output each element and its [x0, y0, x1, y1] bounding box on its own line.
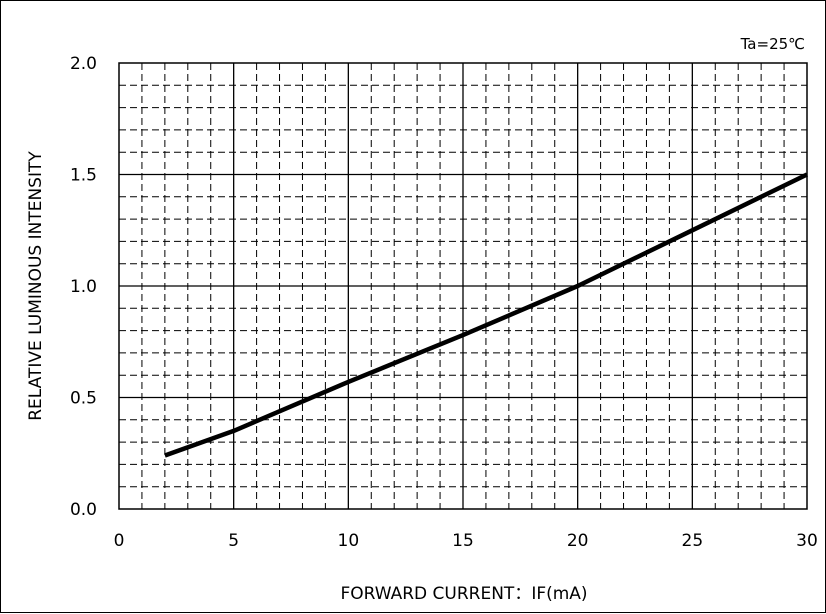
y-tick-labels: 0.0 0.5 1.0 1.5 2.0: [70, 54, 97, 520]
series-line: [164, 172, 808, 458]
y-axis-label: RELATIVE LUMINOUS INTENSITY: [26, 151, 46, 421]
y-tick-label: 0.5: [70, 389, 97, 409]
x-tick-label: 25: [682, 531, 704, 551]
x-axis-label: FORWARD CURRENT：IF(mA): [340, 584, 587, 604]
x-tick-label: 5: [228, 531, 239, 551]
y-tick-label: 1.0: [70, 277, 97, 297]
x-tick-label: 0: [114, 531, 125, 551]
plot-border: [118, 62, 808, 510]
x-tick-label: 10: [338, 531, 360, 551]
x-tick-labels: 0 5 10 15 20 25 30: [114, 531, 818, 551]
x-tick-label: 20: [567, 531, 589, 551]
series-layer: [164, 172, 808, 458]
y-tick-label: 2.0: [70, 54, 97, 74]
x-tick-label: 15: [452, 531, 474, 551]
y-tick-label: 0.0: [70, 500, 97, 520]
major-grid: [119, 63, 807, 509]
y-tick-label: 1.5: [70, 166, 97, 186]
temperature-annotation: Ta=25℃: [740, 35, 805, 53]
x-tick-label: 30: [796, 531, 818, 551]
